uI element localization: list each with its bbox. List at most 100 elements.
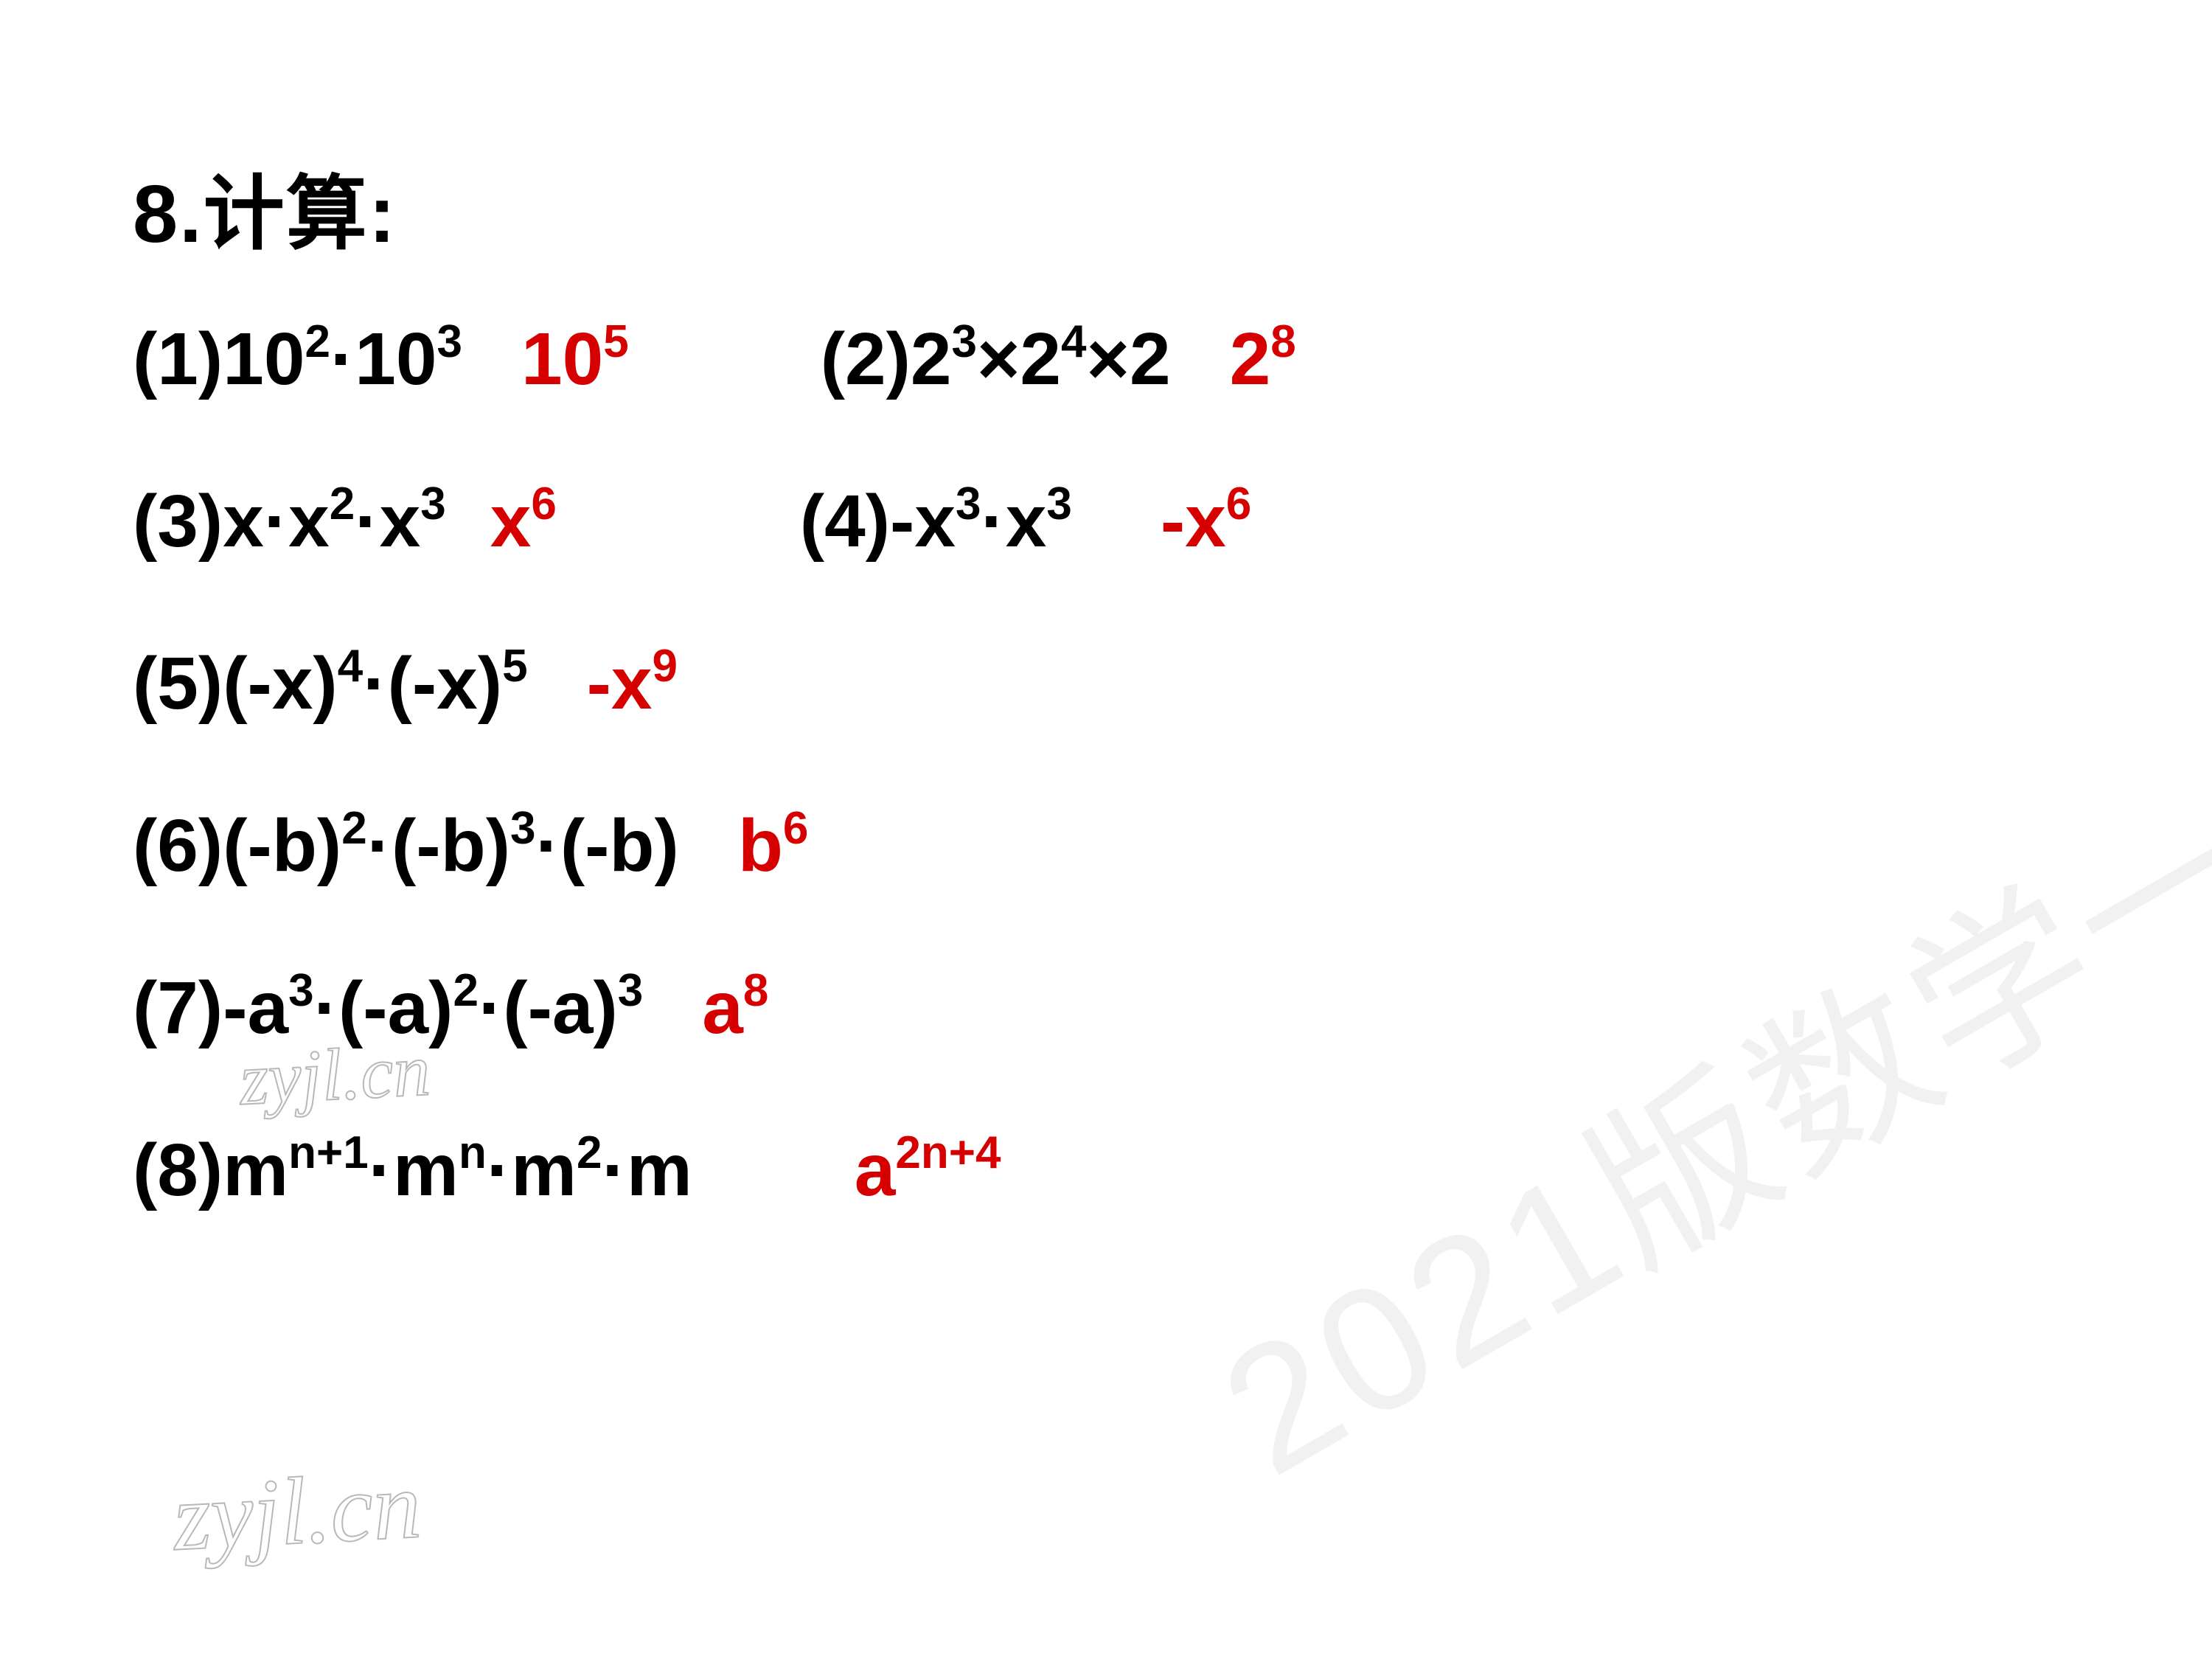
- p6-t2: (-b): [392, 804, 510, 887]
- p8-e2: n: [459, 1127, 487, 1178]
- a8-exp: 2n+4: [895, 1127, 1001, 1178]
- a3-exp: 6: [531, 479, 556, 529]
- p4-t2: x: [1006, 480, 1047, 563]
- label-8: (8): [133, 1129, 223, 1211]
- a7-exp: 8: [743, 965, 768, 1016]
- p7-op2: ·: [479, 967, 503, 1049]
- problem-5: (5)(-x)4·(-x)5: [133, 641, 528, 726]
- a8-base: a: [855, 1129, 896, 1211]
- p2-e1: 3: [952, 316, 977, 367]
- a5-exp: 9: [653, 641, 678, 692]
- p7-t1: -a: [223, 967, 288, 1049]
- p1-e1: 2: [305, 316, 330, 367]
- p1-b2: 10: [355, 318, 437, 400]
- answer-7: a8: [702, 966, 768, 1051]
- a5-prefix: -: [587, 642, 611, 725]
- p3-op1: ·: [264, 480, 288, 563]
- p1-b1: 10: [223, 318, 305, 400]
- p2-e2: 4: [1061, 316, 1086, 367]
- worksheet-content: 8.计算: (1)102·103 105 (2)23×24×2 28 (3)x·…: [133, 147, 1296, 1290]
- label-7: (7): [133, 967, 223, 1049]
- a7-base: a: [702, 967, 743, 1049]
- p6-e1: 2: [341, 803, 366, 854]
- p7-e1: 3: [288, 965, 313, 1016]
- a4-exp: 6: [1226, 479, 1251, 529]
- p5-op1: ·: [363, 642, 387, 725]
- p8-t4: m: [627, 1129, 692, 1211]
- answer-2: 28: [1230, 317, 1296, 402]
- p2-b2: 2: [1020, 318, 1061, 400]
- a6-base: b: [738, 804, 783, 887]
- label-6: (6): [133, 804, 223, 887]
- problem-7: (7)-a3·(-a)2·(-a)3: [133, 966, 643, 1051]
- p3-t2: x: [288, 480, 330, 563]
- watermark-diagonal: 2021版数学一本通七下: [1169, 354, 2212, 1524]
- problem-4: (4)-x3·x3: [800, 479, 1072, 564]
- p7-op1: ·: [314, 967, 338, 1049]
- answer-4: -x6: [1161, 479, 1251, 564]
- a4-base: x: [1185, 480, 1226, 563]
- p8-e1: n+1: [288, 1127, 369, 1178]
- answer-1: 105: [521, 317, 629, 402]
- a5-base: x: [611, 642, 653, 725]
- p8-t3: m: [511, 1129, 577, 1211]
- p4-op1: ·: [981, 480, 1005, 563]
- p3-e2: 2: [330, 479, 355, 529]
- watermark-small-2: zyjl.cn: [170, 1450, 423, 1573]
- p6-t3: (-b): [560, 804, 679, 887]
- p5-e1: 4: [338, 641, 363, 692]
- answer-6: b6: [738, 804, 809, 888]
- p7-t2: (-a): [338, 967, 453, 1049]
- p3-op2: ·: [355, 480, 379, 563]
- row-5: (7)-a3·(-a)2·(-a)3 a8: [133, 966, 1296, 1051]
- label-3: (3): [133, 480, 223, 563]
- a6-exp: 6: [783, 803, 808, 854]
- row-1: (1)102·103 105 (2)23×24×2 28: [133, 317, 1296, 402]
- p6-e2: 3: [510, 803, 535, 854]
- p8-e3: 2: [577, 1127, 602, 1178]
- a3-base: x: [490, 480, 532, 563]
- p6-op2: ·: [536, 804, 560, 887]
- problem-8: (8)mn+1·mn·m2·m: [133, 1128, 692, 1213]
- p5-e2: 5: [502, 641, 527, 692]
- answer-5: -x9: [587, 641, 678, 726]
- p5-t2: (-x): [388, 642, 503, 725]
- label-5: (5): [133, 642, 223, 725]
- a2-base: 2: [1230, 318, 1271, 400]
- row-4: (6)(-b)2·(-b)3·(-b) b6: [133, 804, 1296, 888]
- p1-e2: 3: [437, 316, 462, 367]
- label-1: (1): [133, 318, 223, 400]
- p8-t1: m: [223, 1129, 288, 1211]
- a4-prefix: -: [1161, 480, 1185, 563]
- p2-op1: ×: [977, 318, 1020, 400]
- p7-e2: 2: [453, 965, 478, 1016]
- p8-op3: ·: [602, 1129, 627, 1211]
- p8-op1: ·: [369, 1129, 393, 1211]
- a1-exp: 5: [603, 316, 628, 367]
- a2-exp: 8: [1270, 316, 1295, 367]
- p6-t1: (-b): [223, 804, 341, 887]
- p4-e2: 3: [1046, 479, 1071, 529]
- problem-3: (3)x·x2·x3: [133, 479, 446, 564]
- p8-op2: ·: [487, 1129, 511, 1211]
- problem-1: (1)102·103: [133, 317, 462, 402]
- p6-op1: ·: [367, 804, 392, 887]
- answer-8: a2n+4: [855, 1128, 1001, 1213]
- row-3: (5)(-x)4·(-x)5 -x9: [133, 641, 1296, 726]
- label-4: (4): [800, 480, 890, 563]
- p1-op1: ·: [330, 318, 355, 400]
- p2-b1: 2: [911, 318, 952, 400]
- p4-t1: -x: [890, 480, 956, 563]
- answer-3: x6: [490, 479, 557, 564]
- problem-2: (2)23×24×2: [821, 317, 1171, 402]
- p2-b3: 2: [1130, 318, 1171, 400]
- p2-op2: ×: [1087, 318, 1130, 400]
- row-6: (8)mn+1·mn·m2·m a2n+4: [133, 1128, 1296, 1213]
- p8-t2: m: [393, 1129, 459, 1211]
- row-2: (3)x·x2·x3 x6 (4)-x3·x3 -x6: [133, 479, 1296, 564]
- p7-t3: (-a): [503, 967, 618, 1049]
- p7-e3: 3: [618, 965, 643, 1016]
- p4-e1: 3: [956, 479, 981, 529]
- p3-e3: 3: [420, 479, 445, 529]
- p3-t3: x: [380, 480, 421, 563]
